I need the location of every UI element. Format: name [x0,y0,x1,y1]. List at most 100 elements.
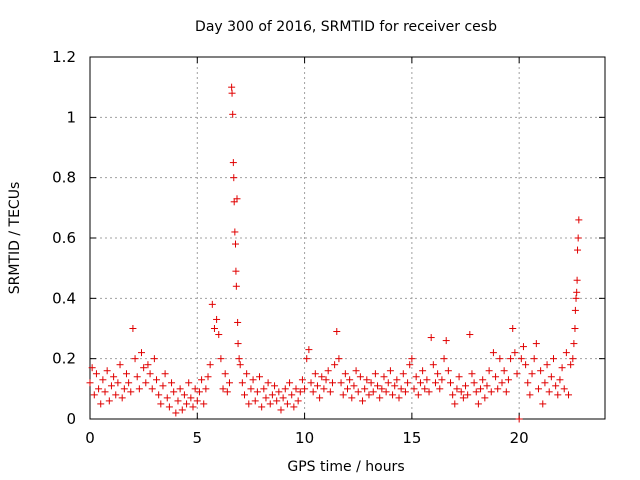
x-axis-label: GPS time / hours [287,459,404,475]
data-point [444,367,452,375]
data-point [180,391,188,399]
x-tick-label: 10 [295,429,314,447]
data-point [554,391,562,399]
data-point [198,376,206,384]
data-point [477,385,485,393]
data-point [101,388,109,396]
data-point [572,294,580,302]
data-point [150,355,158,363]
data-point [168,379,176,387]
data-point [341,370,349,378]
data-point [264,379,272,387]
data-point [251,397,259,405]
data-point [507,355,515,363]
data-point [86,379,94,387]
data-point [245,400,253,408]
data-point [140,364,148,372]
data-point [296,388,304,396]
data-point [462,382,470,390]
data-point [202,385,210,393]
data-point [442,337,450,345]
y-tick-label: 0.4 [52,289,76,307]
data-series [86,83,583,423]
data-point [229,159,237,167]
data-point [423,376,431,384]
data-point [178,406,186,414]
data-point [142,379,150,387]
data-point [309,388,317,396]
data-point [389,391,397,399]
data-point [110,373,118,381]
data-point [421,385,429,393]
data-point [114,379,122,387]
data-point [376,394,384,402]
data-point [127,388,135,396]
data-point [517,355,525,363]
data-point [170,388,178,396]
data-point [509,325,517,332]
data-point [416,379,424,387]
data-point [159,382,167,390]
data-point [236,361,244,369]
data-point [316,394,324,402]
x-tick-label: 15 [402,429,421,447]
data-point [262,394,270,402]
data-point [530,355,538,363]
data-point [371,370,379,378]
data-point [303,355,311,363]
tick-labels: 0 5 10 15 20 0 0.2 0.4 0.6 0.8 1 1.2 [52,48,529,447]
data-point [352,367,360,375]
data-point [294,397,302,405]
data-point [457,388,465,396]
data-point [313,382,321,390]
data-point [275,388,283,396]
data-point [382,388,390,396]
data-point [301,385,309,393]
data-point [163,394,171,402]
data-point [118,394,126,402]
data-point [311,370,319,378]
data-point [560,385,568,393]
data-point [232,282,240,290]
data-point [195,388,203,396]
y-axis-label: SRMTID / TECUs [7,182,23,295]
data-point [545,388,553,396]
data-point [116,361,124,369]
data-point [322,376,330,384]
data-point [223,388,231,396]
data-point [393,376,401,384]
data-point [558,364,566,372]
data-point [459,394,467,402]
data-point [253,388,261,396]
data-point [384,379,392,387]
y-tick-label: 0.8 [52,169,76,187]
data-point [247,385,255,393]
data-point [436,385,444,393]
data-point [231,228,239,236]
data-point [515,415,523,423]
data-point [483,382,491,390]
data-point [543,361,551,369]
data-point [135,385,143,393]
data-point [359,397,367,405]
data-point [206,361,214,369]
data-point [365,391,373,399]
axis-ticks [89,56,605,420]
data-point [399,370,407,378]
data-point [122,370,130,378]
data-point [528,370,536,378]
data-point [550,355,557,363]
data-point [268,391,276,399]
data-point [307,379,315,387]
data-point [241,391,248,399]
data-point [339,391,347,399]
data-point [438,376,446,384]
data-point [425,388,433,396]
data-point [112,391,120,399]
data-point [155,391,163,399]
data-point [234,340,242,348]
data-point [574,246,582,254]
data-point [283,400,291,408]
data-point [429,361,437,369]
